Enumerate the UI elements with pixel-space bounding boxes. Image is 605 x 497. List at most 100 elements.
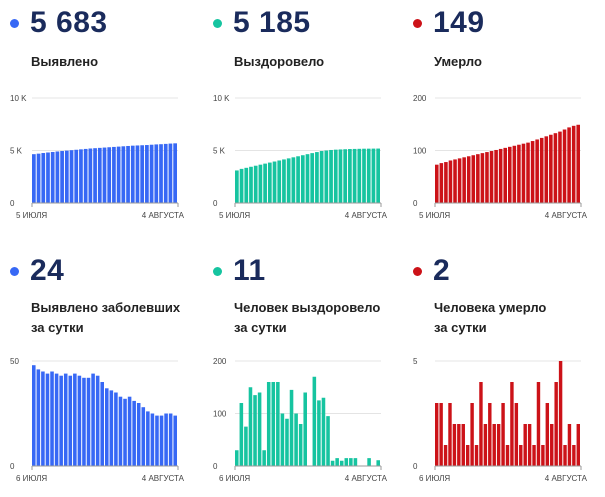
series-dot [10, 18, 19, 28]
x-tick-label: 5 ИЮЛЯ [16, 211, 47, 220]
headline: 24 [10, 253, 64, 289]
bar [357, 148, 362, 203]
y-tick-label: 0 [413, 462, 418, 471]
bar [558, 131, 562, 203]
bar [532, 445, 536, 466]
bar [329, 149, 333, 203]
metric-label: Выявлено [31, 54, 99, 69]
x-tick-label: 4 АВГУСТА [545, 211, 588, 220]
x-tick-label: 5 ИЮЛЯ [419, 211, 450, 220]
y-tick-label: 5 K [10, 147, 23, 156]
bar [435, 164, 439, 203]
bar [333, 149, 338, 203]
bar [77, 375, 82, 466]
bar [576, 424, 580, 466]
bar [567, 127, 571, 203]
bar [483, 424, 488, 466]
bar [465, 445, 470, 466]
bar [300, 155, 305, 203]
y-tick-label: 200 [413, 94, 427, 103]
metric-label: Человек выздоровело [234, 300, 381, 315]
bar [32, 365, 36, 466]
y-tick-label: 5 [413, 357, 418, 366]
bar [471, 155, 476, 203]
bar [249, 166, 253, 203]
y-tick-label: 0 [10, 199, 15, 208]
y-tick-label: 100 [413, 147, 427, 156]
headline: 2 [413, 253, 450, 289]
chart-deaths: 200 100 05 ИЮЛЯ 4 АВГУСТА [413, 94, 588, 220]
bar [539, 137, 544, 203]
bar [257, 392, 262, 466]
series-dot [413, 266, 422, 276]
bar [512, 145, 517, 203]
bar [272, 161, 277, 203]
daily-value: 24 [30, 254, 65, 287]
metric-label: Выявлено заболевших [31, 300, 181, 315]
bar [41, 371, 45, 466]
bar [95, 375, 100, 466]
bar [79, 149, 83, 203]
bar [235, 450, 239, 466]
bar [439, 163, 444, 203]
bar [82, 377, 86, 466]
bar [127, 396, 132, 466]
y-tick-label: 50 [10, 357, 19, 366]
bar [503, 147, 507, 203]
bar [239, 168, 244, 203]
bar [453, 159, 457, 203]
bar [545, 403, 550, 466]
bar [505, 445, 510, 466]
metric-label: Умерло [434, 54, 482, 69]
daily-value: 2 [433, 254, 451, 287]
bar [68, 375, 73, 466]
bar [159, 415, 164, 466]
x-tick-label: 5 ИЮЛЯ [219, 211, 250, 220]
bar [448, 160, 453, 203]
bar [55, 151, 60, 203]
bar [498, 148, 503, 203]
bar [168, 143, 173, 203]
bar [572, 445, 576, 466]
bar [121, 146, 126, 203]
headline: 5 185 [213, 5, 311, 41]
bar [73, 373, 77, 466]
bar [448, 403, 452, 466]
bar [310, 153, 315, 203]
bar [97, 147, 102, 203]
x-tick-label: 4 АВГУСТА [345, 474, 388, 483]
bar [280, 413, 285, 466]
bar [296, 156, 300, 203]
bar [266, 382, 271, 466]
bar [326, 416, 330, 466]
bar [501, 403, 505, 466]
headline: 11 [213, 253, 266, 289]
x-tick-label: 6 ИЮЛЯ [219, 474, 250, 483]
bar [335, 458, 339, 466]
bar [452, 424, 457, 466]
chart-detected: 10 K 5 K 05 ИЮЛЯ 4 АВГУСТА [10, 94, 185, 220]
total-value: 5 185 [233, 6, 311, 39]
bar [146, 411, 150, 466]
chart-deaths-daily: 5 06 ИЮЛЯ 4 АВГУСТА [413, 357, 588, 483]
bar [36, 369, 41, 466]
total-value: 5 683 [30, 6, 108, 39]
bar [312, 376, 317, 466]
panel-detected-daily: 24 Выявлено заболевших за сутки 50 0 6 ИЮЛ… [10, 253, 210, 493]
bar [496, 424, 501, 466]
bar [164, 413, 168, 466]
y-tick-label: 0 [413, 199, 418, 208]
bar [376, 148, 380, 203]
chart-detected-daily: 50 06 ИЮЛЯ 4 АВГУСТА [10, 357, 185, 483]
bar [109, 390, 114, 466]
bar [317, 400, 321, 466]
bar [435, 403, 439, 466]
bar [86, 377, 91, 466]
bar [291, 157, 296, 203]
bar [461, 424, 465, 466]
metric-label: Человека умерло [434, 300, 547, 315]
y-tick-label: 200 [213, 357, 227, 366]
bar [330, 460, 335, 466]
bar [527, 424, 532, 466]
